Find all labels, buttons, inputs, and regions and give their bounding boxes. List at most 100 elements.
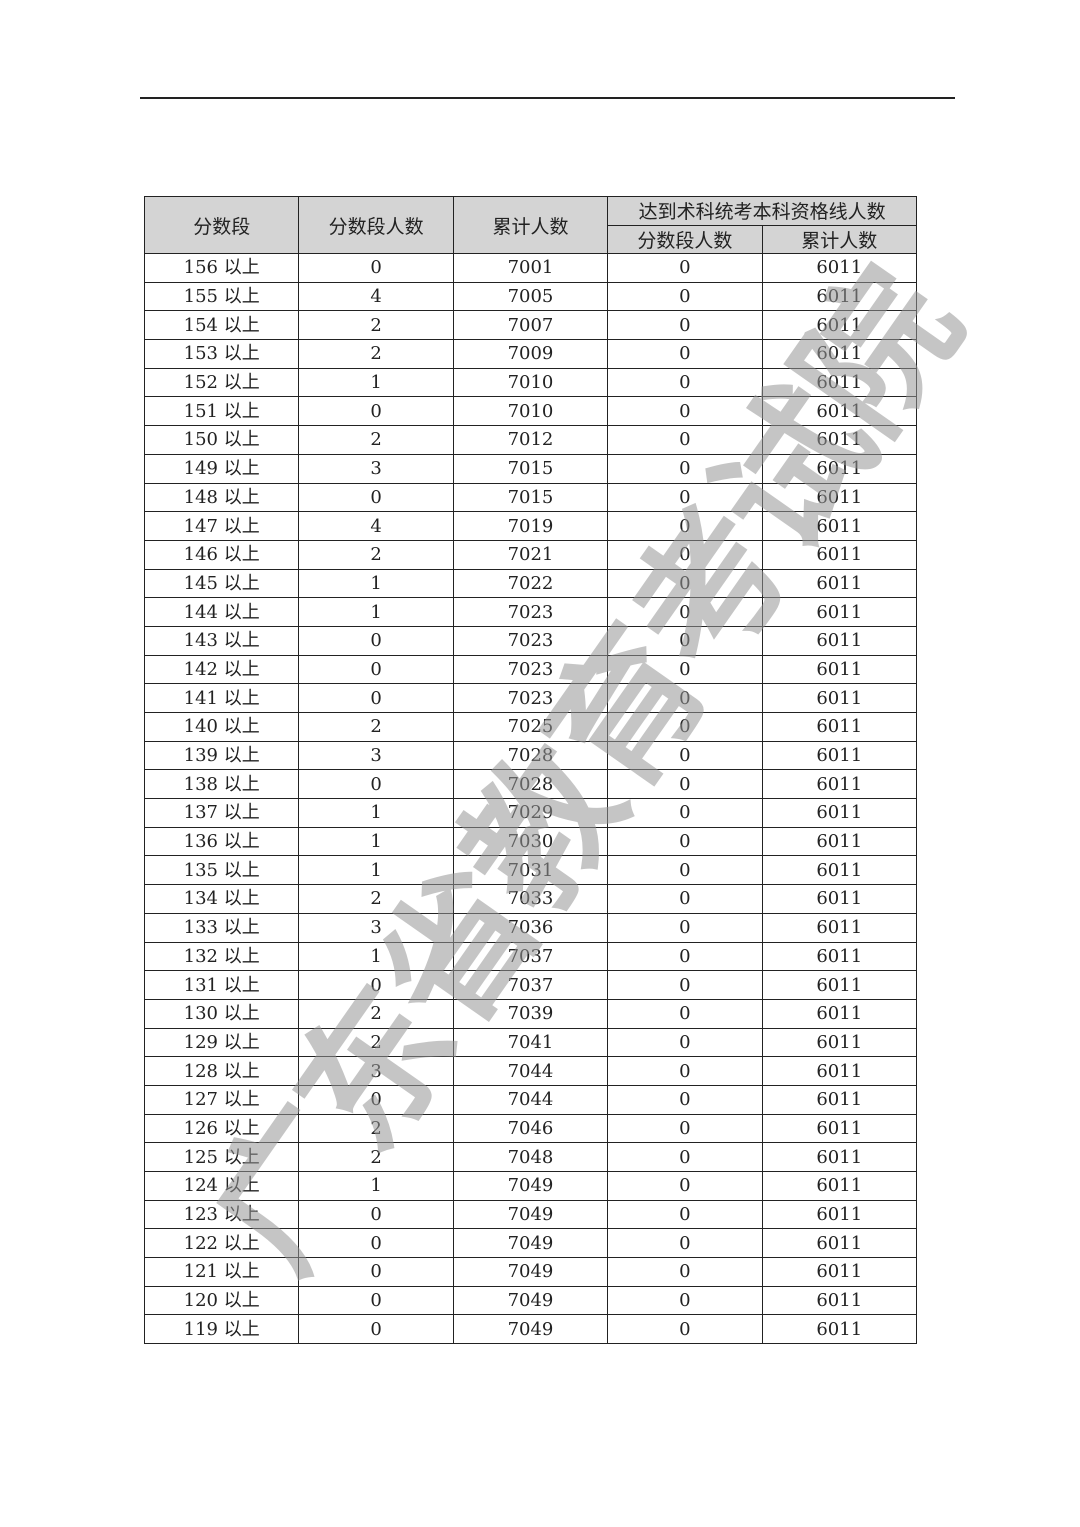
cell-qualified-band-count: 0 — [607, 425, 763, 455]
table-row: 152 以上 1 7010 0 6011 — [143, 367, 917, 398]
table-row: 125 以上 2 7048 0 6011 — [143, 1142, 917, 1172]
cell-qualified-band-count: 0 — [607, 1257, 763, 1287]
cell-qualified-cumulative: 6011 — [761, 654, 917, 685]
cell-score-band: 151 以上 — [143, 396, 300, 427]
cell-cumulative: 7007 — [452, 310, 609, 341]
cell-qualified-band-count: 0 — [607, 654, 763, 685]
cell-cumulative: 7023 — [452, 683, 609, 713]
table-row: 155 以上 4 7005 0 6011 — [143, 281, 917, 312]
cell-qualified-band-count: 0 — [607, 1142, 763, 1172]
cell-qualified-band-count: 0 — [607, 281, 763, 312]
cell-qualified-band-count: 0 — [607, 884, 763, 914]
cell-band-count: 0 — [298, 970, 454, 1000]
cell-qualified-band-count: 0 — [607, 539, 763, 570]
cell-score-band: 136 以上 — [143, 826, 300, 857]
table-row: 153 以上 2 7009 0 6011 — [143, 339, 917, 369]
cell-qualified-band-count: 0 — [607, 798, 763, 828]
cell-band-count: 2 — [298, 1113, 454, 1144]
cell-band-count: 1 — [298, 367, 454, 398]
cell-qualified-band-count: 0 — [607, 826, 763, 857]
cell-qualified-band-count: 0 — [607, 310, 763, 341]
cell-qualified-cumulative: 6011 — [761, 396, 917, 427]
table-row: 142 以上 0 7023 0 6011 — [143, 654, 917, 685]
cell-qualified-band-count: 0 — [607, 1199, 763, 1230]
cell-qualified-cumulative: 6011 — [761, 740, 917, 771]
cell-score-band: 124 以上 — [143, 1171, 300, 1201]
cell-qualified-cumulative: 6011 — [761, 511, 917, 541]
table-row: 141 以上 0 7023 0 6011 — [143, 683, 917, 713]
cell-qualified-cumulative: 6011 — [761, 970, 917, 1000]
cell-band-count: 1 — [298, 568, 454, 599]
cell-cumulative: 7044 — [452, 1056, 609, 1086]
cell-band-count: 1 — [298, 826, 454, 857]
table-row: 122 以上 0 7049 0 6011 — [143, 1228, 917, 1259]
cell-band-count: 3 — [298, 740, 454, 771]
cell-qualified-band-count: 0 — [607, 970, 763, 1000]
col-header-band-count: 分数段人数 — [298, 196, 454, 254]
cell-qualified-cumulative: 6011 — [761, 339, 917, 369]
cell-band-count: 2 — [298, 310, 454, 341]
cell-qualified-cumulative: 6011 — [761, 941, 917, 972]
cell-qualified-band-count: 0 — [607, 597, 763, 627]
col-header-qualified-cumulative: 累计人数 — [761, 224, 917, 254]
cell-score-band: 140 以上 — [143, 712, 300, 742]
cell-qualified-cumulative: 6011 — [761, 367, 917, 398]
cell-band-count: 0 — [298, 769, 454, 800]
cell-cumulative: 7012 — [452, 425, 609, 455]
cell-band-count: 3 — [298, 453, 454, 484]
cell-band-count: 2 — [298, 339, 454, 369]
cell-score-band: 138 以上 — [143, 769, 300, 800]
cell-band-count: 0 — [298, 253, 454, 283]
table-row: 151 以上 0 7010 0 6011 — [143, 396, 917, 427]
cell-qualified-cumulative: 6011 — [761, 1199, 917, 1230]
cell-qualified-cumulative: 6011 — [761, 281, 917, 312]
cell-score-band: 137 以上 — [143, 798, 300, 828]
cell-cumulative: 7031 — [452, 855, 609, 886]
cell-band-count: 1 — [298, 941, 454, 972]
table-row: 124 以上 1 7049 0 6011 — [143, 1171, 917, 1201]
cell-cumulative: 7001 — [452, 253, 609, 283]
cell-qualified-cumulative: 6011 — [761, 539, 917, 570]
cell-qualified-cumulative: 6011 — [761, 1314, 917, 1345]
col-header-score-band: 分数段 — [143, 196, 300, 254]
cell-score-band: 143 以上 — [143, 625, 300, 656]
cell-qualified-cumulative: 6011 — [761, 253, 917, 283]
cell-score-band: 131 以上 — [143, 970, 300, 1000]
cell-qualified-cumulative: 6011 — [761, 453, 917, 484]
cell-qualified-cumulative: 6011 — [761, 1228, 917, 1259]
table-row: 131 以上 0 7037 0 6011 — [143, 970, 917, 1000]
cell-cumulative: 7005 — [452, 281, 609, 312]
cell-cumulative: 7046 — [452, 1113, 609, 1144]
cell-qualified-band-count: 0 — [607, 855, 763, 886]
table-row: 140 以上 2 7025 0 6011 — [143, 712, 917, 742]
cell-qualified-cumulative: 6011 — [761, 1084, 917, 1115]
cell-cumulative: 7015 — [452, 453, 609, 484]
table-row: 147 以上 4 7019 0 6011 — [143, 511, 917, 541]
cell-qualified-cumulative: 6011 — [761, 1171, 917, 1201]
cell-band-count: 2 — [298, 1027, 454, 1058]
table-row: 127 以上 0 7044 0 6011 — [143, 1084, 917, 1115]
table-row: 154 以上 2 7007 0 6011 — [143, 310, 917, 341]
cell-qualified-cumulative: 6011 — [761, 884, 917, 914]
cell-score-band: 147 以上 — [143, 511, 300, 541]
cell-qualified-band-count: 0 — [607, 740, 763, 771]
table-row: 139 以上 3 7028 0 6011 — [143, 740, 917, 771]
cell-cumulative: 7028 — [452, 769, 609, 800]
cell-score-band: 141 以上 — [143, 683, 300, 713]
cell-qualified-band-count: 0 — [607, 941, 763, 972]
table-row: 136 以上 1 7030 0 6011 — [143, 826, 917, 857]
cell-cumulative: 7023 — [452, 654, 609, 685]
cell-cumulative: 7049 — [452, 1257, 609, 1287]
cell-cumulative: 7028 — [452, 740, 609, 771]
table-row: 150 以上 2 7012 0 6011 — [143, 425, 917, 455]
cell-band-count: 2 — [298, 884, 454, 914]
table-row: 134 以上 2 7033 0 6011 — [143, 884, 917, 914]
cell-band-count: 0 — [298, 1228, 454, 1259]
cell-qualified-cumulative: 6011 — [761, 855, 917, 886]
cell-score-band: 145 以上 — [143, 568, 300, 599]
cell-band-count: 0 — [298, 1199, 454, 1230]
cell-cumulative: 7041 — [452, 1027, 609, 1058]
table-row: 126 以上 2 7046 0 6011 — [143, 1113, 917, 1144]
cell-score-band: 144 以上 — [143, 597, 300, 627]
cell-qualified-cumulative: 6011 — [761, 1056, 917, 1086]
